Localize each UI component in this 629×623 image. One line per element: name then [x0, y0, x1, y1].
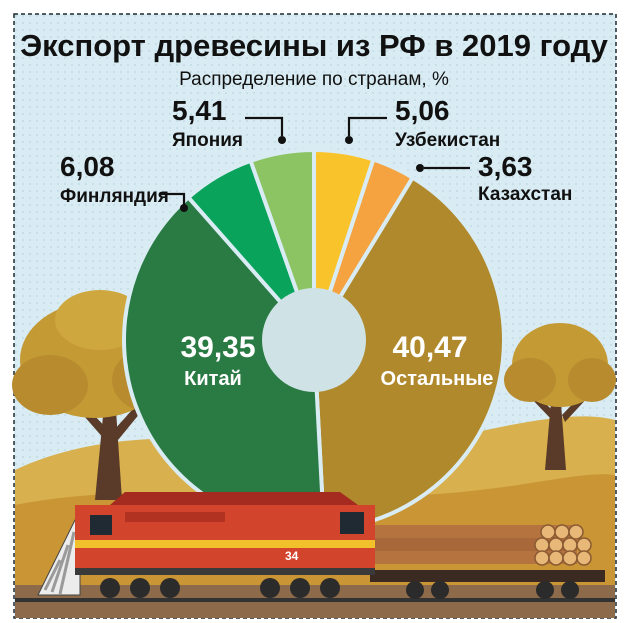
value-label-kazakhstan: 3,63	[478, 151, 533, 182]
leader-finland	[160, 192, 186, 205]
log-end	[554, 524, 570, 540]
donut-hole	[262, 288, 366, 392]
label-china: 39,35 Китай	[180, 331, 255, 390]
log-end	[576, 550, 592, 566]
leader-japan	[245, 116, 284, 136]
chart-subtitle: Распределение по странам, %	[179, 69, 449, 90]
log-end	[534, 550, 550, 566]
log-end	[548, 550, 564, 566]
label-japan: 5,41 Япония	[172, 95, 243, 151]
name-label-japan: Япония	[172, 130, 243, 151]
label-others: 40,47 Остальные	[381, 331, 494, 390]
label-finland: 6,08 Финляндия	[60, 151, 169, 207]
log-bundle	[372, 551, 577, 564]
rail-line	[15, 598, 615, 602]
name-label-kazakhstan: Казахстан	[478, 184, 572, 205]
log-train: 34	[37, 492, 605, 599]
locomotive-roof	[110, 492, 358, 505]
value-label-china: 39,35	[180, 331, 255, 364]
name-label-uzbekistan: Узбекистан	[395, 130, 500, 151]
flatcar	[370, 570, 605, 582]
label-kazakhstan: 3,63 Казахстан	[478, 151, 572, 205]
log-bundle	[372, 525, 577, 538]
slice-others	[312, 175, 506, 532]
name-label-china: Китай	[184, 368, 242, 390]
donut-chart	[121, 148, 506, 532]
value-label-finland: 6,08	[60, 151, 115, 182]
name-label-finland: Финляндия	[60, 186, 169, 207]
log-end	[562, 537, 578, 553]
log-end	[576, 537, 592, 553]
log-end	[534, 537, 550, 553]
log-end	[548, 537, 564, 553]
chart-title: Экспорт древесины из РФ в 2019 году	[20, 28, 609, 63]
log-end	[540, 524, 556, 540]
locomotive-wheels	[100, 578, 340, 598]
value-label-uzbekistan: 5,06	[395, 95, 450, 126]
leader-lines	[160, 116, 470, 212]
log-end	[562, 550, 578, 566]
locomotive-number: 34	[285, 549, 299, 563]
logs	[372, 524, 592, 566]
right-tree	[504, 323, 616, 470]
name-label-others: Остальные	[381, 368, 494, 390]
log-bundle	[372, 538, 577, 551]
leader-uzbekistan	[347, 116, 387, 136]
value-label-others: 40,47	[392, 331, 467, 364]
log-end	[568, 524, 584, 540]
label-uzbekistan: 5,06 Узбекистан	[395, 95, 500, 151]
value-label-japan: 5,41	[172, 95, 227, 126]
